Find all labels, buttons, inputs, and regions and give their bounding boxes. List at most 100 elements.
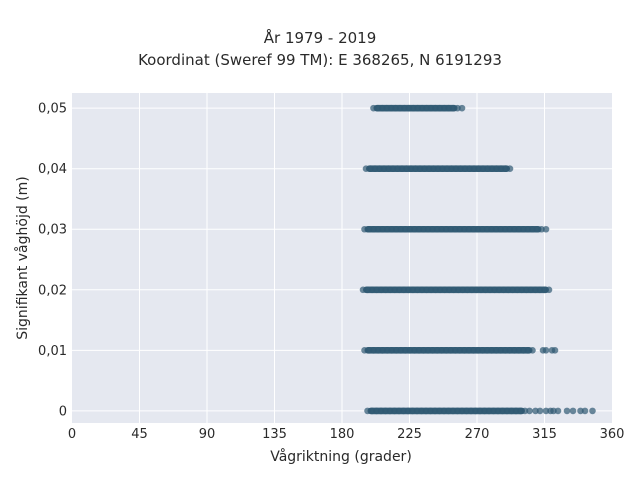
data-point [415,225,423,233]
data-point [524,347,532,354]
data-point [423,286,430,294]
data-point [361,347,368,354]
data-point [392,225,400,233]
data-point [501,225,509,233]
data-point [563,407,571,415]
data-point [488,347,495,354]
data-point [524,225,532,233]
data-point [433,225,441,233]
data-point [424,347,432,354]
data-point [445,286,453,294]
data-point [454,286,462,294]
data-point [506,347,514,354]
gridlines [72,93,612,423]
data-point [415,347,423,354]
x-tick-label: 45 [131,427,148,442]
data-point [497,225,504,233]
data-point [459,286,467,294]
data-point [400,286,408,294]
data-point [427,286,435,294]
data-point [395,286,403,294]
data-point [424,225,432,233]
data-point [569,407,577,415]
data-point [506,165,514,172]
data-point [483,347,491,354]
data-point [491,286,498,294]
data-point [497,347,505,354]
data-point [461,225,468,233]
data-point [438,225,445,233]
data-point [450,286,458,294]
data-point [391,286,399,294]
data-point [520,347,527,354]
data-point [383,347,391,354]
data-point [418,286,426,294]
data-point [515,347,523,354]
y-tick-label: 0,04 [38,162,67,177]
data-point [545,286,553,294]
data-point [483,225,491,233]
data-point [379,225,386,233]
y-tick-label: 0,01 [38,344,67,359]
x-axis-label: Vågriktning (grader) [270,448,412,465]
data-point [523,286,530,294]
data-point [464,286,471,294]
data-point [495,286,503,294]
data-point [581,407,589,415]
data-point [477,286,485,294]
data-point [429,347,436,354]
data-point [513,286,521,294]
data-point [501,347,509,354]
data-point [429,225,436,233]
y-tick-label: 0,02 [38,283,67,298]
data-point [479,347,486,354]
data-point [473,286,480,294]
data-point [392,347,400,354]
data-point [474,347,482,354]
data-point [468,286,476,294]
data-point [470,225,477,233]
data-point [442,347,450,354]
data-point [451,225,459,233]
data-point [383,225,391,233]
data-point [542,347,550,354]
data-point [551,347,559,354]
data-point [414,286,421,294]
y-tick-label: 0 [59,404,67,419]
data-point [458,104,466,112]
data-point [515,225,523,233]
data-point [527,286,535,294]
data-point [397,347,405,354]
data-point [554,407,562,415]
data-point [542,225,550,233]
data-point [411,225,418,233]
data-point [470,347,477,354]
data-point [504,286,512,294]
data-point [370,347,377,354]
data-point [406,347,414,354]
data-point [536,407,544,415]
data-point [482,286,489,294]
data-point [447,347,455,354]
data-point [411,347,418,354]
x-tick-label: 135 [262,427,287,442]
data-point [479,225,486,233]
data-point [359,286,367,294]
data-point [541,286,548,294]
data-points [359,104,596,415]
data-point [373,286,380,294]
y-tick-label: 0,05 [38,102,67,117]
data-point [402,347,409,354]
data-point [365,225,373,233]
data-point [433,347,441,354]
data-point [511,347,518,354]
data-point [365,347,373,354]
data-point [388,347,396,354]
data-point [461,347,468,354]
data-point [361,225,368,233]
data-point [379,347,386,354]
data-point [420,347,427,354]
data-point [370,225,377,233]
data-point [377,286,385,294]
data-point [518,286,526,294]
